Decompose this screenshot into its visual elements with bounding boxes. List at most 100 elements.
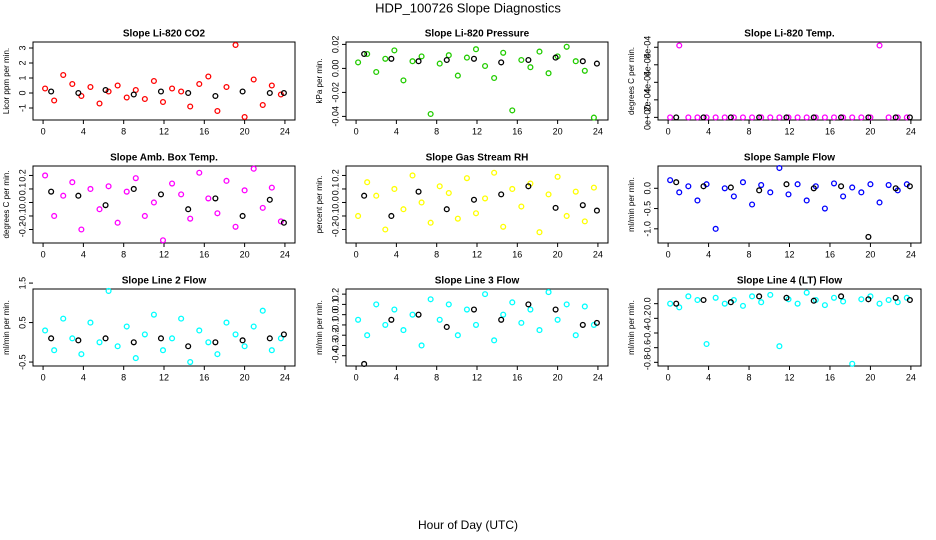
data-point xyxy=(838,293,845,300)
data-point xyxy=(123,188,130,195)
data-point xyxy=(849,114,856,121)
data-point xyxy=(906,183,913,190)
x-tick-label: 20 xyxy=(553,372,563,382)
data-point xyxy=(75,89,82,97)
y-tick-label: 0.02 xyxy=(330,36,340,54)
data-point xyxy=(48,188,55,195)
y-tick-label: -0.1 xyxy=(17,208,27,224)
data-point xyxy=(418,53,425,60)
y-tick-label: -0.5 xyxy=(642,201,652,217)
panel-title: Slope Li-820 Pressure xyxy=(425,29,530,40)
data-point xyxy=(885,114,892,121)
data-point xyxy=(187,359,194,366)
data-point xyxy=(858,296,865,303)
data-point xyxy=(876,199,883,206)
x-tick-label: 16 xyxy=(512,126,522,136)
x-tick-label: 24 xyxy=(280,249,290,259)
data-point xyxy=(463,175,470,182)
data-point xyxy=(885,296,892,304)
data-point xyxy=(552,306,559,313)
data-point xyxy=(721,185,728,192)
panel-title: Slope Li-820 CO2 xyxy=(123,29,206,40)
data-point xyxy=(821,114,828,121)
data-point xyxy=(694,197,701,204)
data-point xyxy=(527,306,534,313)
data-point xyxy=(491,169,498,176)
data-point xyxy=(581,67,588,74)
data-point xyxy=(196,80,203,88)
data-point xyxy=(756,293,763,300)
data-point xyxy=(849,360,856,367)
data-point xyxy=(96,100,103,107)
data-point xyxy=(821,302,828,309)
data-point xyxy=(581,303,588,310)
y-tick-label: 4e-04 xyxy=(642,71,652,94)
data-point xyxy=(361,360,368,367)
data-point xyxy=(427,296,434,303)
y-axis-label: ml/min per min. xyxy=(627,300,636,355)
data-point xyxy=(277,91,284,98)
data-point xyxy=(894,114,901,121)
data-point xyxy=(159,98,167,106)
data-point xyxy=(157,191,165,198)
data-point xyxy=(525,301,532,308)
data-point xyxy=(700,296,707,304)
data-point xyxy=(563,43,570,50)
data-point xyxy=(509,107,516,114)
data-point xyxy=(280,219,287,226)
data-point xyxy=(554,173,561,180)
data-point xyxy=(572,332,579,339)
data-point xyxy=(865,233,872,240)
y-tick-label: -0.04 xyxy=(330,106,340,127)
data-point xyxy=(415,58,422,65)
data-point xyxy=(545,191,552,198)
data-point xyxy=(443,323,450,331)
data-point xyxy=(749,201,756,208)
x-tick-label: 4 xyxy=(706,249,711,259)
data-point xyxy=(470,306,478,313)
y-axis-label: degrees C per min. xyxy=(627,47,636,115)
data-point xyxy=(355,316,362,323)
data-point xyxy=(60,192,67,199)
data-point xyxy=(579,321,586,328)
y-tick-label: -0.2 xyxy=(330,222,340,238)
data-point xyxy=(527,64,534,71)
x-tick-label: 4 xyxy=(81,372,86,382)
x-tick-label: 0 xyxy=(354,249,359,259)
panel-title: Slope Li-820 Temp. xyxy=(744,29,835,40)
data-point xyxy=(470,55,478,62)
data-point xyxy=(794,181,801,188)
data-point xyxy=(51,347,58,354)
data-point xyxy=(51,212,58,220)
x-tick-label: 20 xyxy=(240,372,250,382)
data-point xyxy=(579,202,586,209)
data-point xyxy=(867,181,874,188)
data-point xyxy=(232,223,239,230)
data-point xyxy=(445,301,452,308)
data-point xyxy=(552,54,559,61)
panel-title: Slope Line 2 Flow xyxy=(122,276,207,287)
data-point xyxy=(105,88,112,95)
x-tick-label: 24 xyxy=(280,372,290,382)
data-point xyxy=(96,206,103,213)
data-point xyxy=(545,70,552,77)
data-point xyxy=(700,183,707,190)
y-tick-label: -0.4 xyxy=(642,325,652,341)
y-tick-label: 2 xyxy=(17,60,27,65)
x-tick-label: 24 xyxy=(906,372,916,382)
data-point xyxy=(159,237,167,244)
data-point xyxy=(364,179,371,186)
data-point xyxy=(382,321,389,328)
x-tick-label: 24 xyxy=(906,249,916,259)
data-point xyxy=(259,204,266,211)
data-point xyxy=(42,172,49,179)
data-point xyxy=(536,327,543,334)
y-tick-label: 0.2 xyxy=(330,288,340,301)
y-tick-label: 8e-04 xyxy=(642,36,652,59)
data-point xyxy=(749,293,756,300)
x-tick-label: 0 xyxy=(666,126,671,136)
data-point xyxy=(123,323,130,330)
data-point xyxy=(445,52,452,59)
data-point xyxy=(739,114,747,121)
x-tick-label: 16 xyxy=(199,126,209,136)
